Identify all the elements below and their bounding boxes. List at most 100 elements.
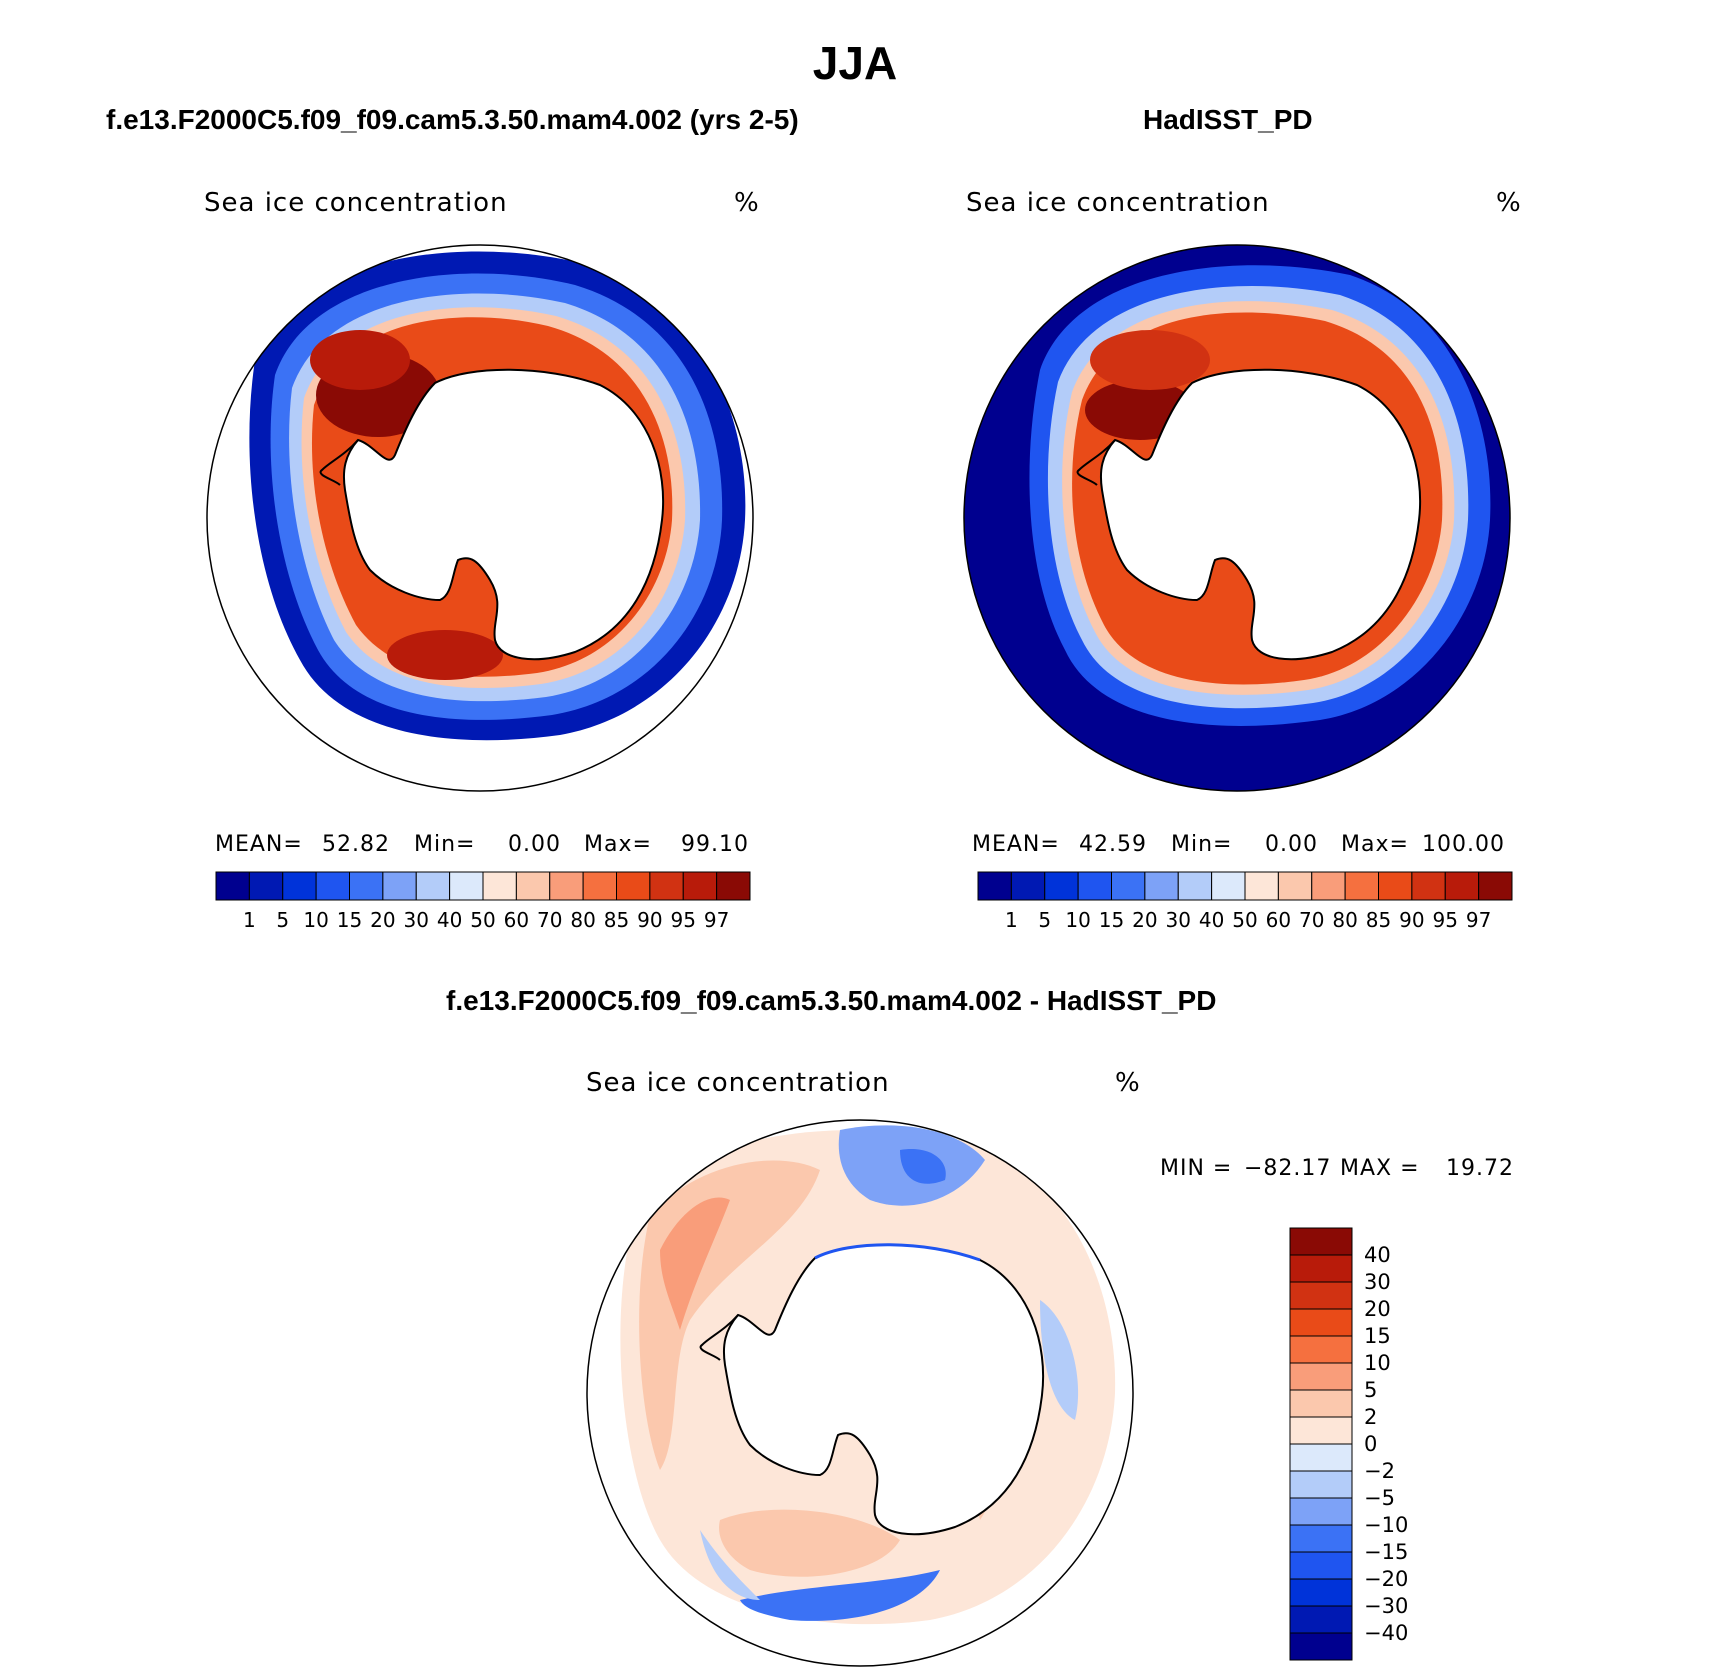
colorbar-observations-tick-label: 40 <box>1198 908 1225 932</box>
colorbar-observations <box>977 871 1513 901</box>
panel-2-min-value: 0.00 <box>1265 832 1318 857</box>
diff-negative-east <box>1040 1300 1079 1420</box>
panel-1-title: f.e13.F2000C5.f09_f09.cam5.3.50.mam4.002… <box>106 104 799 135</box>
colorbar-difference-tick-label: −2 <box>1364 1459 1395 1483</box>
map-difference <box>586 1119 1134 1667</box>
panel-2-variable-label: Sea ice concentration <box>966 188 1270 218</box>
ice-dark-ross <box>387 630 503 680</box>
colorbar-difference-swatch <box>1289 1524 1353 1553</box>
colorbar-difference-tick-label: −20 <box>1364 1567 1409 1591</box>
colorbar-model-swatch <box>616 871 651 901</box>
panel-1-min-label: Min= <box>414 832 476 857</box>
colorbar-observations-swatch <box>1244 871 1279 901</box>
colorbar-observations-swatch <box>1277 871 1313 901</box>
colorbar-observations-tick-label: 5 <box>1038 908 1052 932</box>
colorbar-model-tick-label: 30 <box>403 908 429 932</box>
antarctic-peninsula <box>319 439 359 486</box>
colorbar-difference-tick-label: −10 <box>1364 1513 1409 1537</box>
colorbar-difference-swatch <box>1289 1227 1353 1256</box>
diff-negative-south <box>740 1570 940 1621</box>
colorbar-observations-tick-label: 20 <box>1132 908 1158 932</box>
colorbar-model-swatch <box>549 871 584 901</box>
map-observations-border <box>963 244 1511 792</box>
colorbar-observations-swatch <box>1111 871 1146 901</box>
colorbar-model-tick-label: 97 <box>703 908 730 932</box>
panel-1-min-value: 0.00 <box>508 832 561 857</box>
colorbar-observations-swatch <box>1177 871 1213 901</box>
colorbar-difference-tick-label: 40 <box>1364 1243 1391 1267</box>
colorbar-model-swatch <box>282 871 317 901</box>
panel-2-mean-label: MEAN= <box>972 832 1060 857</box>
colorbar-observations-tick-label: 80 <box>1332 908 1358 932</box>
colorbar-observations-tick-label: 90 <box>1399 908 1425 932</box>
colorbar-observations-swatch <box>1010 871 1046 901</box>
colorbar-observations-tick-label: 50 <box>1232 908 1258 932</box>
panel-3-max-value: 19.72 <box>1446 1156 1514 1181</box>
panel-2-mean-value: 42.59 <box>1079 832 1147 857</box>
colorbar-observations-tick-label: 1 <box>1005 908 1018 932</box>
colorbar-model-tick-label: 95 <box>670 908 696 932</box>
colorbar-model-tick-label: 5 <box>276 908 290 932</box>
colorbar-model-tick-label: 10 <box>303 908 329 932</box>
colorbar-difference-tick-label: 20 <box>1364 1297 1391 1321</box>
colorbar-observations-tick-label: 30 <box>1165 908 1191 932</box>
colorbar-observations-swatch <box>977 871 1012 901</box>
colorbar-difference-swatch <box>1289 1389 1353 1418</box>
colorbar-difference-tick-label: 5 <box>1364 1378 1378 1402</box>
colorbar-difference-swatch <box>1289 1281 1353 1310</box>
colorbar-observations-tick-label: 15 <box>1098 908 1125 932</box>
colorbar-model-tick-label: 80 <box>570 908 596 932</box>
colorbar-difference-tick-label: 0 <box>1364 1432 1378 1456</box>
colorbar-model-swatch <box>315 871 350 901</box>
panel-3-min-value: −82.17 <box>1244 1156 1332 1181</box>
panel-1-max-label: Max= <box>584 832 652 857</box>
colorbar-model-tick-label: 20 <box>370 908 396 932</box>
panel-1-mean-value: 52.82 <box>322 832 390 857</box>
colorbar-difference-swatch <box>1289 1632 1353 1661</box>
panel-3-max-label: MAX = <box>1340 1156 1420 1181</box>
figure-title: JJA <box>812 37 898 89</box>
colorbar-model-swatch <box>349 871 384 901</box>
colorbar-model-swatch <box>482 871 517 901</box>
colorbar-observations-swatch <box>1044 871 1079 901</box>
colorbar-difference-tick-label: −40 <box>1364 1621 1409 1645</box>
colorbar-model-tick-label: 90 <box>637 908 663 932</box>
panel-1-variable-label: Sea ice concentration <box>204 188 508 218</box>
panel-2-title: HadISST_PD <box>1143 104 1313 135</box>
map-observations <box>963 244 1511 792</box>
colorbar-difference-tick-label: 30 <box>1364 1270 1391 1294</box>
colorbar-model-swatch <box>248 871 284 901</box>
panel-3-min-label: MIN = <box>1160 1156 1233 1181</box>
colorbar-model-tick-label: 85 <box>603 908 630 932</box>
colorbar-observations-swatch <box>1077 871 1112 901</box>
panel-3-units-label: % <box>1115 1068 1141 1098</box>
colorbar-difference-swatch <box>1289 1362 1353 1391</box>
colorbar-difference-swatch <box>1289 1551 1353 1580</box>
colorbar-difference-swatch <box>1289 1335 1353 1364</box>
colorbar-difference-tick-label: −30 <box>1364 1594 1409 1618</box>
colorbar-difference-swatch <box>1289 1470 1353 1499</box>
colorbar-observations-tick-label: 70 <box>1299 908 1325 932</box>
colorbar-observations-tick-label: 95 <box>1432 908 1458 932</box>
panel-2-max-value: 100.00 <box>1422 832 1505 857</box>
colorbar-observations-tick-label: 60 <box>1265 908 1292 932</box>
colorbar-difference-swatch <box>1289 1443 1353 1472</box>
colorbar-difference-swatch <box>1289 1497 1353 1526</box>
colorbar-observations-swatch <box>1311 871 1346 901</box>
colorbar-difference-swatch <box>1289 1254 1353 1283</box>
colorbar-model-swatch <box>582 871 617 901</box>
colorbar-observations-tick-label: 97 <box>1465 908 1492 932</box>
panel-1-units-label: % <box>734 188 760 218</box>
panel-3-variable-label: Sea ice concentration <box>586 1068 890 1098</box>
colorbar-observations-swatch <box>1444 871 1480 901</box>
colorbar-model-swatch <box>682 871 718 901</box>
colorbar-observations-swatch <box>1211 871 1246 901</box>
map-model <box>206 244 754 792</box>
colorbar-model-swatch <box>382 871 417 901</box>
colorbar-model-swatch <box>415 871 451 901</box>
colorbar-model-swatch <box>449 871 484 901</box>
colorbar-observations-swatch <box>1411 871 1446 901</box>
colorbar-model-tick-label: 50 <box>470 908 496 932</box>
colorbar-difference-tick-label: 2 <box>1364 1405 1378 1429</box>
